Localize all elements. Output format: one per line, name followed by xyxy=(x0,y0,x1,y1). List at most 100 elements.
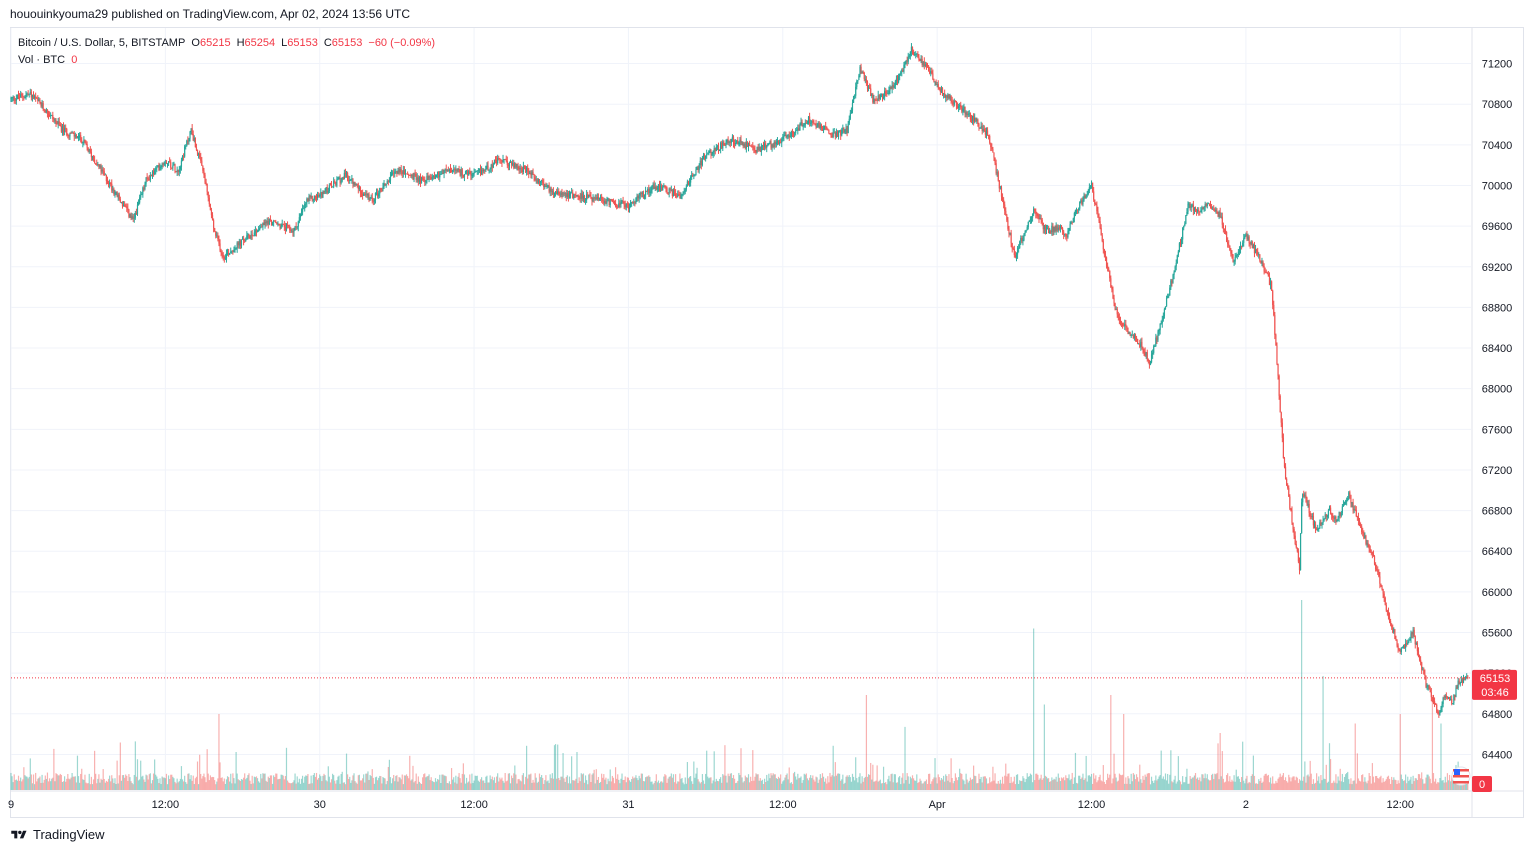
candle-body xyxy=(374,192,377,200)
volume-bar xyxy=(662,782,664,790)
volume-bar xyxy=(961,774,963,790)
volume-bar xyxy=(175,783,177,790)
candle-body xyxy=(367,194,369,196)
candle-body xyxy=(32,94,35,98)
volume-bar xyxy=(768,773,770,790)
volume-bar xyxy=(1376,775,1378,790)
volume-bar xyxy=(367,771,369,790)
candle-body xyxy=(315,197,318,199)
candle-body xyxy=(839,130,841,132)
volume-bar xyxy=(1387,775,1390,790)
candle-body xyxy=(562,193,564,195)
candle-body xyxy=(596,197,598,200)
candle-body xyxy=(785,135,787,137)
candle-body xyxy=(857,80,859,82)
candle-body xyxy=(60,126,62,132)
volume-bar xyxy=(1203,778,1205,790)
volume-bar xyxy=(145,774,147,790)
volume-bar xyxy=(1351,784,1353,790)
volume-bar xyxy=(1414,778,1416,790)
volume-bar xyxy=(988,783,990,790)
volume-bar xyxy=(985,778,988,790)
candle-body xyxy=(232,250,234,253)
candle-body xyxy=(695,169,697,175)
volume-bar xyxy=(1215,774,1217,790)
volume-bar xyxy=(504,772,506,790)
candle-body xyxy=(1107,265,1109,269)
volume-bar xyxy=(592,773,594,790)
candle-body xyxy=(528,170,530,175)
candle-body xyxy=(845,127,847,130)
volume-bar xyxy=(331,773,334,790)
candle-body xyxy=(1027,221,1029,228)
flag-stripe xyxy=(1453,775,1469,778)
volume-bar xyxy=(102,769,104,790)
volume-bar xyxy=(1383,781,1385,790)
candle-body xyxy=(780,142,782,144)
candle-body xyxy=(276,222,278,225)
volume-bar xyxy=(938,777,940,790)
candle-body xyxy=(944,93,946,98)
volume-bar xyxy=(166,784,169,790)
volume-bar xyxy=(885,782,887,790)
candle-body xyxy=(953,100,955,105)
candle-body xyxy=(164,162,166,164)
candle-body xyxy=(954,100,956,102)
candle-body xyxy=(303,208,305,210)
volume-bar xyxy=(177,782,179,790)
candle-body xyxy=(758,146,760,150)
volume-bar xyxy=(13,774,15,790)
candle-body xyxy=(950,95,952,101)
volume-bar xyxy=(1230,781,1232,790)
volume-bar xyxy=(114,778,116,790)
volume-bar xyxy=(277,779,279,790)
candle-body xyxy=(945,95,947,98)
footer-brand[interactable]: TradingView xyxy=(10,827,105,842)
volume-bar xyxy=(324,775,326,790)
candle-body xyxy=(289,225,291,230)
volume-bar xyxy=(950,758,952,790)
volume-bar xyxy=(635,775,637,790)
x-tick-label: 9 xyxy=(8,799,14,811)
volume-bar xyxy=(329,782,332,790)
candle-body xyxy=(427,175,429,179)
candle-body xyxy=(1015,254,1018,257)
volume-bar xyxy=(446,783,448,790)
candle-body xyxy=(231,250,233,252)
volume-bar xyxy=(494,782,497,790)
candle-body xyxy=(1103,249,1105,255)
candle-body xyxy=(1296,547,1298,552)
candle-body xyxy=(90,151,92,158)
volume-bar xyxy=(1140,779,1142,790)
volume-bar xyxy=(254,777,257,790)
volume-bar xyxy=(1355,783,1357,790)
price-chart[interactable]: 6440064800652006560066000664006680067200… xyxy=(0,0,1534,820)
volume-bar xyxy=(1111,783,1113,790)
candle-body xyxy=(653,184,655,189)
volume-bar xyxy=(190,775,192,790)
candle-body xyxy=(702,155,705,159)
candle-body xyxy=(147,178,149,180)
volume-bar xyxy=(665,775,667,790)
volume-bar xyxy=(1049,781,1051,790)
candle-body xyxy=(822,129,825,131)
volume-bar xyxy=(392,778,394,790)
volume-bar xyxy=(1131,781,1133,790)
volume-bar xyxy=(1263,775,1265,790)
volume-bar xyxy=(101,779,103,790)
candle-body xyxy=(1070,221,1072,225)
candle-body xyxy=(1045,229,1048,231)
candle-body xyxy=(238,241,240,246)
candle-body xyxy=(1388,616,1391,622)
volume-bar xyxy=(1199,777,1201,790)
candle-body xyxy=(333,181,335,187)
candle-body xyxy=(1127,327,1129,334)
candle-body xyxy=(964,107,966,115)
volume-bar xyxy=(700,782,702,790)
candle-body xyxy=(701,158,704,166)
candle-body xyxy=(30,91,32,98)
candle-body xyxy=(240,239,243,246)
candle-body xyxy=(365,193,367,195)
candle-body xyxy=(222,254,224,258)
volume-bar xyxy=(122,775,125,790)
